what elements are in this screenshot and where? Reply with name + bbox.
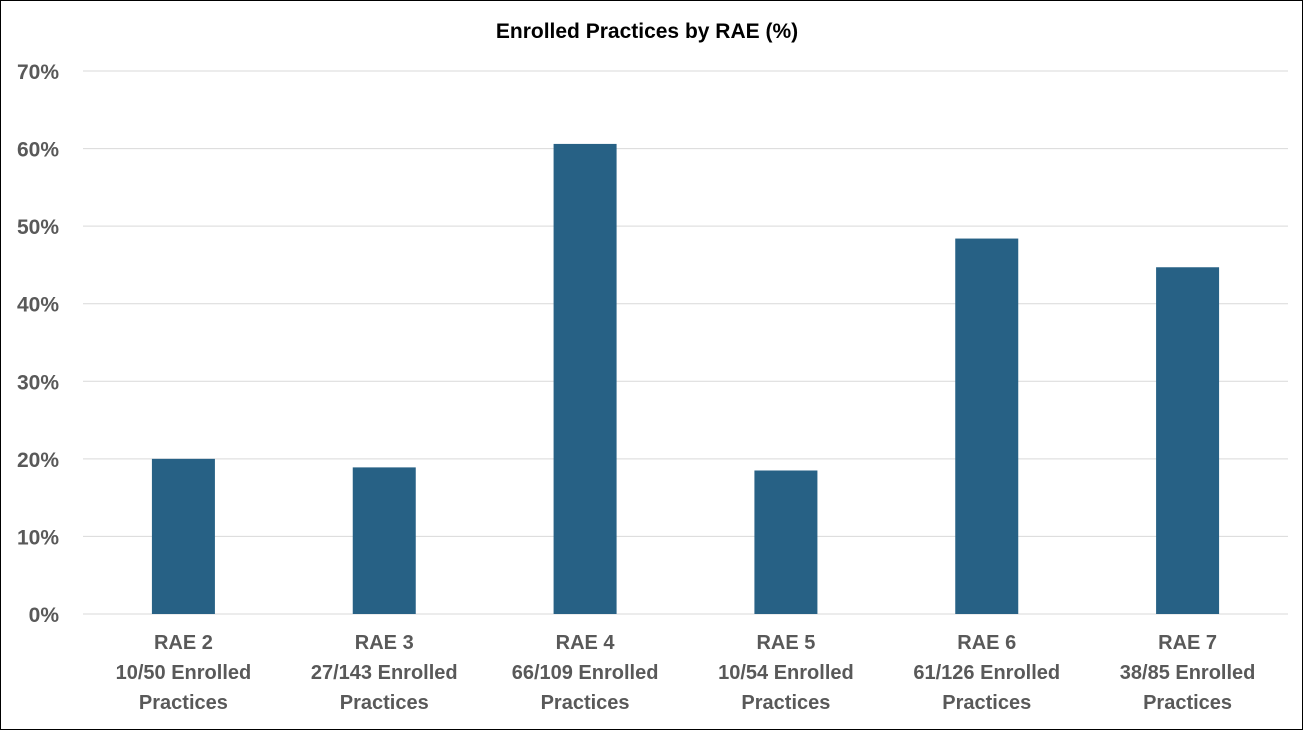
y-tick-label: 70% bbox=[17, 61, 59, 84]
y-tick-label: 0% bbox=[29, 604, 60, 627]
bar bbox=[955, 238, 1019, 614]
x-tick-label: RAE 2 10/50 Enrolled Practices bbox=[116, 632, 252, 714]
x-tick-label-line: Practices bbox=[340, 692, 429, 714]
x-tick-label-line: Practices bbox=[942, 692, 1031, 714]
x-tick-label-line: 10/54 Enrolled bbox=[718, 662, 854, 684]
y-tick-label: 10% bbox=[17, 526, 59, 549]
x-tick-label-line: Practices bbox=[741, 692, 830, 714]
y-tick-label: 20% bbox=[17, 449, 59, 472]
x-tick-label-line: RAE 6 bbox=[957, 632, 1016, 654]
x-tick-label-line: Practices bbox=[139, 692, 228, 714]
bar bbox=[1156, 267, 1220, 614]
y-axis-tick-labels: 0% 10% 20% 30% 40% 50% 60% 70% bbox=[17, 61, 59, 627]
bar bbox=[553, 143, 617, 614]
bar bbox=[352, 467, 416, 614]
x-tick-label-line: RAE 5 bbox=[756, 632, 815, 654]
x-tick-label: RAE 3 27/143 Enrolled Practices bbox=[311, 632, 458, 714]
bars bbox=[151, 143, 1220, 614]
x-tick-label-line: 61/126 Enrolled bbox=[913, 662, 1060, 684]
x-tick-label: RAE 4 66/109 Enrolled Practices bbox=[512, 632, 659, 714]
y-tick-label: 50% bbox=[17, 216, 59, 239]
y-tick-label: 30% bbox=[17, 371, 59, 394]
x-tick-label: RAE 6 61/126 Enrolled Practices bbox=[913, 632, 1060, 714]
x-tick-label: RAE 7 38/85 Enrolled Practices bbox=[1120, 632, 1256, 714]
x-tick-label-line: RAE 2 bbox=[154, 632, 213, 654]
x-tick-label-line: 27/143 Enrolled bbox=[311, 662, 458, 684]
x-tick-label-line: 10/50 Enrolled bbox=[116, 662, 252, 684]
x-tick-label-line: 66/109 Enrolled bbox=[512, 662, 659, 684]
gridlines bbox=[83, 70, 1288, 615]
x-tick-label: RAE 5 10/54 Enrolled Practices bbox=[718, 632, 854, 714]
x-axis-tick-labels: RAE 2 10/50 Enrolled Practices RAE 3 27/143 … bbox=[116, 632, 1256, 714]
x-tick-label-line: RAE 4 bbox=[556, 632, 616, 654]
x-tick-label-line: RAE 7 bbox=[1158, 632, 1217, 654]
x-tick-label-line: 38/85 Enrolled bbox=[1120, 662, 1256, 684]
chart-title: Enrolled Practices by RAE (%) bbox=[496, 20, 798, 43]
y-tick-label: 40% bbox=[17, 294, 59, 317]
y-tick-label: 60% bbox=[17, 139, 59, 162]
x-tick-label-line: Practices bbox=[1143, 692, 1232, 714]
x-tick-label-line: Practices bbox=[541, 692, 630, 714]
bar bbox=[754, 470, 818, 614]
bar bbox=[151, 458, 215, 614]
x-tick-label-line: RAE 3 bbox=[355, 632, 414, 654]
